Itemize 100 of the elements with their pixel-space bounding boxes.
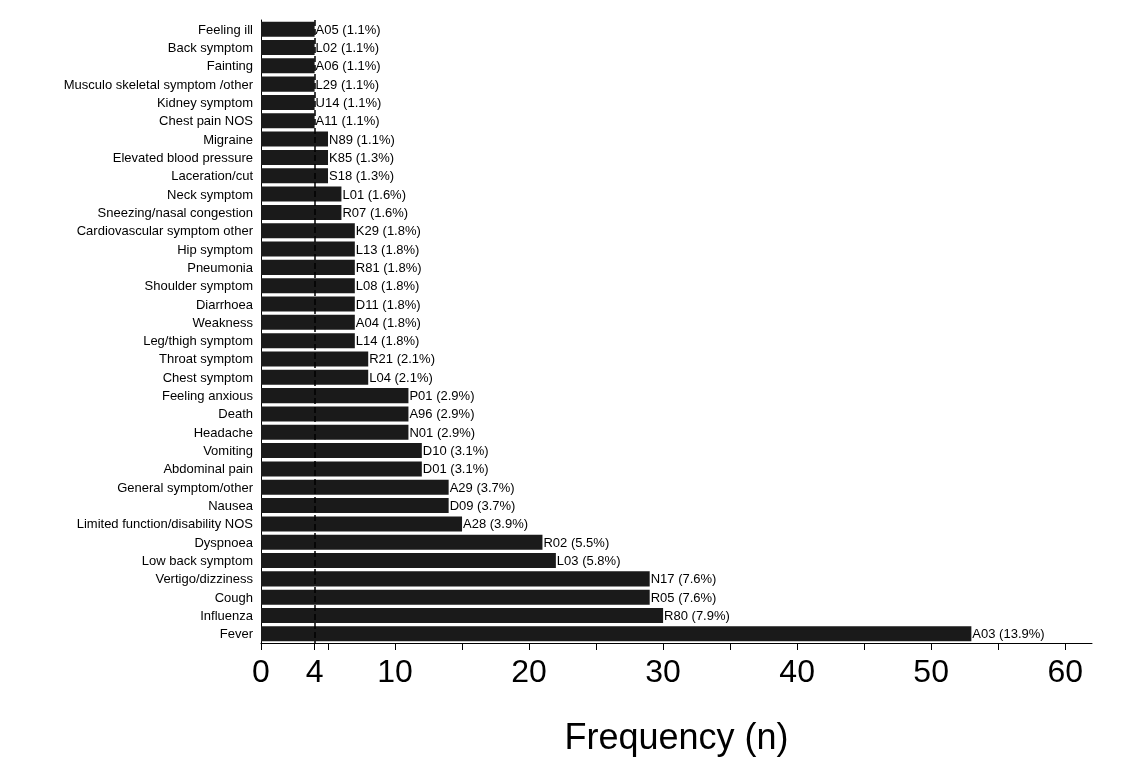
bar [261, 21, 315, 37]
annotation: D10 (3.1%) [422, 443, 489, 459]
bar [261, 131, 329, 147]
y-tick-label: Headache [193, 424, 253, 440]
x-tick-label: 40 [779, 653, 815, 689]
annotation: D01 (3.1%) [422, 461, 489, 477]
bar [261, 388, 409, 404]
bar [261, 314, 355, 330]
bar [261, 351, 369, 367]
y-tick-label: Elevated blood pressure [112, 149, 253, 165]
annotation: K29 (1.8%) [355, 223, 421, 239]
y-tick-label: Shoulder symptom [144, 278, 253, 294]
y-tick-label: Death [218, 406, 253, 422]
y-tick-label: Vertigo/dizziness [155, 571, 254, 587]
annotation: A06 (1.1%) [315, 58, 381, 74]
bar [261, 149, 329, 165]
annotation: L14 (1.8%) [355, 333, 420, 349]
bar [261, 241, 355, 257]
annotation: L04 (2.1%) [369, 369, 433, 385]
annotation: A04 (1.8%) [355, 314, 421, 330]
bar [261, 534, 543, 550]
x-tick-label: 50 [913, 653, 949, 689]
y-tick-label: Chest pain NOS [159, 113, 254, 129]
bar [261, 461, 422, 477]
x-tick-label: 4 [305, 653, 324, 689]
x-tick-label: 30 [645, 653, 681, 689]
y-tick-label: Cough [214, 589, 253, 605]
bar [261, 424, 409, 440]
bar [261, 76, 315, 92]
y-tick-label: Cardiovascular symptom other [76, 223, 254, 239]
y-tick-label: Influenza [200, 608, 254, 624]
bar [261, 168, 329, 184]
y-tick-label: Laceration/cut [171, 168, 254, 184]
y-tick-label: Neck symptom [167, 186, 253, 202]
y-tick-label: Back symptom [167, 39, 253, 55]
y-tick-label: Dyspnoea [194, 534, 254, 550]
y-tick-label: Hip symptom [177, 241, 253, 257]
y-tick-label: Feeling anxious [161, 388, 254, 404]
annotation: P01 (2.9%) [409, 388, 475, 404]
annotation: S18 (1.3%) [329, 168, 395, 184]
annotation: A96 (2.9%) [409, 406, 475, 422]
annotation: R07 (1.6%) [342, 204, 409, 220]
y-tick-label: Diarrhoea [195, 296, 254, 312]
bar [261, 571, 650, 587]
annotation: A03 (13.9%) [972, 626, 1045, 642]
bar [261, 479, 449, 495]
x-tick-label: 0 [252, 653, 270, 689]
bar [261, 553, 556, 569]
y-tick-label: Musculo skeletal symptom /other [63, 76, 254, 92]
bar [261, 608, 664, 624]
y-tick-label: Throat symptom [159, 351, 253, 367]
y-tick-label: Kidney symptom [156, 94, 253, 110]
bar [261, 498, 449, 514]
annotation: N17 (7.6%) [650, 571, 717, 587]
bar [261, 516, 463, 532]
annotation: A28 (3.9%) [463, 516, 529, 532]
bar [261, 443, 422, 459]
y-tick-label: Feeling ill [198, 21, 254, 37]
bar [261, 39, 315, 55]
annotation: R05 (7.6%) [650, 589, 717, 605]
x-axis-title: Frequency (n) [564, 715, 789, 757]
y-tick-label: Vomiting [203, 443, 253, 459]
y-tick-label: Abdominal pain [163, 461, 253, 477]
annotation: L13 (1.8%) [355, 241, 420, 257]
annotation: A29 (3.7%) [449, 479, 515, 495]
bar [261, 259, 355, 275]
y-tick-label: Sneezing/nasal congestion [97, 204, 253, 220]
bar [261, 94, 315, 110]
annotation: R02 (5.5%) [543, 534, 610, 550]
annotation: D09 (3.7%) [449, 498, 516, 514]
annotation: R80 (7.9%) [664, 608, 730, 624]
y-tick-label: Limited function/disability NOS [76, 516, 254, 532]
y-tick-label: Weakness [192, 314, 254, 330]
bar [261, 113, 315, 129]
y-tick-label: Leg/thigh symptom [143, 333, 253, 349]
annotation: K85 (1.3%) [329, 149, 395, 165]
bar [261, 223, 355, 239]
y-tick-label: Low back symptom [141, 553, 253, 569]
x-tick-label: 10 [377, 653, 413, 689]
annotation: A11 (1.1%) [315, 113, 380, 129]
bar [261, 589, 650, 605]
annotation: D11 (1.8%) [355, 296, 421, 312]
annotation: L02 (1.1%) [315, 39, 380, 55]
annotation: L01 (1.6%) [342, 186, 407, 202]
bar [261, 278, 355, 294]
bar [261, 406, 409, 422]
annotation: L29 (1.1%) [315, 76, 380, 92]
x-tick-label: 20 [511, 653, 547, 689]
annotation: R81 (1.8%) [355, 259, 422, 275]
annotation: L08 (1.8%) [355, 278, 420, 294]
bar [261, 296, 355, 312]
y-tick-label: Migraine [203, 131, 253, 147]
y-tick-label: Fever [219, 626, 254, 642]
bar [261, 333, 355, 349]
bar [261, 204, 342, 220]
y-tick-label: Fainting [206, 58, 253, 74]
y-tick-label: Chest symptom [162, 369, 253, 385]
bar [261, 186, 342, 202]
annotation: U14 (1.1%) [315, 94, 382, 110]
bar [261, 369, 369, 385]
